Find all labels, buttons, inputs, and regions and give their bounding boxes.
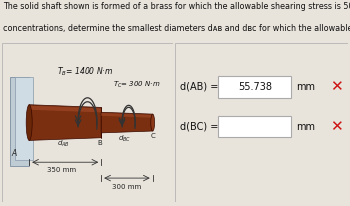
Polygon shape bbox=[29, 105, 101, 140]
Text: 300 mm: 300 mm bbox=[112, 184, 141, 190]
Text: A: A bbox=[11, 149, 16, 158]
Bar bbox=[15, 77, 33, 160]
Text: The solid shaft shown is formed of a brass for which the allowable shearing stre: The solid shaft shown is formed of a bra… bbox=[3, 2, 350, 11]
Polygon shape bbox=[101, 113, 153, 118]
Text: mm: mm bbox=[296, 122, 315, 132]
Text: concentrations, determine the smallest diameters dᴀʙ and dʙᴄ for which the allow: concentrations, determine the smallest d… bbox=[3, 24, 350, 33]
Text: d(BC) =: d(BC) = bbox=[180, 122, 218, 132]
Text: $T_C$= 300 N·m: $T_C$= 300 N·m bbox=[113, 80, 161, 90]
Text: d(AB) =: d(AB) = bbox=[180, 82, 218, 92]
Text: ✕: ✕ bbox=[330, 119, 343, 134]
Text: ✕: ✕ bbox=[330, 79, 343, 94]
FancyBboxPatch shape bbox=[218, 76, 291, 98]
Text: 55.738: 55.738 bbox=[238, 82, 272, 92]
Text: C: C bbox=[151, 133, 156, 139]
Ellipse shape bbox=[26, 105, 32, 140]
Text: $T_B$= 1400 N·m: $T_B$= 1400 N·m bbox=[57, 66, 113, 78]
Polygon shape bbox=[29, 106, 101, 112]
Text: 350 mm: 350 mm bbox=[47, 167, 76, 173]
Bar bbox=[10, 77, 29, 166]
FancyBboxPatch shape bbox=[218, 116, 291, 137]
Text: mm: mm bbox=[296, 82, 315, 92]
Text: $d_{BC}$: $d_{BC}$ bbox=[118, 133, 132, 144]
Text: $d_{AB}$: $d_{AB}$ bbox=[57, 138, 69, 149]
Text: B: B bbox=[97, 140, 102, 146]
Polygon shape bbox=[101, 112, 153, 133]
Ellipse shape bbox=[151, 114, 155, 131]
